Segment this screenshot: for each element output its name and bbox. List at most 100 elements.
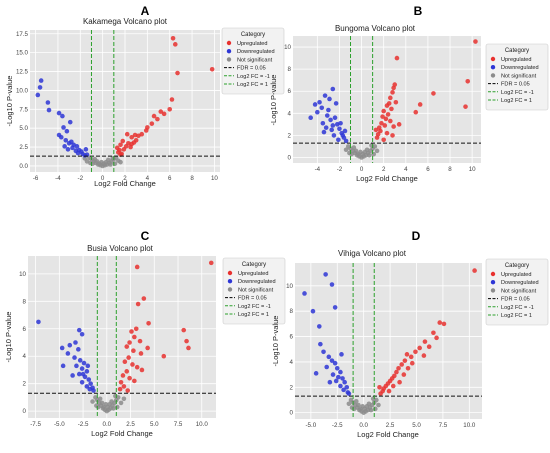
- legend-entry: Downregulated: [501, 280, 539, 286]
- data-point: [324, 113, 330, 118]
- x-tick-label: 5.0: [412, 422, 421, 429]
- data-point: [105, 157, 111, 163]
- data-point: [332, 305, 338, 310]
- data-point: [399, 362, 405, 367]
- data-point: [184, 338, 189, 344]
- data-point: [330, 123, 336, 128]
- data-point: [327, 379, 333, 385]
- data-point: [121, 147, 127, 152]
- data-point: [65, 147, 71, 152]
- data-point: [374, 148, 380, 154]
- data-point: [151, 113, 157, 119]
- data-point: [134, 364, 140, 370]
- x-tick-label: -7.5: [30, 421, 41, 428]
- data-point: [124, 369, 130, 374]
- data-point: [318, 341, 323, 347]
- chart-title: Busia Volcano plot: [87, 244, 154, 253]
- x-tick-label: -4: [315, 166, 321, 173]
- data-point: [109, 399, 114, 404]
- data-point: [125, 388, 130, 393]
- data-point: [378, 391, 383, 396]
- data-point: [85, 363, 91, 369]
- data-point: [323, 125, 329, 130]
- data-point: [409, 360, 415, 366]
- legend-entry: Log2 FC = -1: [501, 305, 534, 311]
- y-tick-label: 8: [290, 308, 294, 315]
- legend-marker: [490, 73, 496, 78]
- legend-entry: Log2 FC = 1: [501, 313, 532, 319]
- x-tick-label: 2.5: [126, 421, 135, 428]
- x-tick-label: 7.5: [174, 421, 183, 428]
- data-point: [127, 375, 132, 381]
- data-point: [186, 345, 191, 351]
- data-point: [408, 354, 414, 360]
- data-point: [330, 86, 336, 92]
- data-point: [37, 85, 43, 90]
- data-point: [341, 387, 346, 393]
- data-point: [127, 340, 132, 345]
- x-tick-label: 0: [360, 166, 364, 173]
- data-point: [83, 147, 89, 152]
- x-tick-label: 8: [448, 166, 452, 173]
- x-axis-label: Log2 Fold Change: [357, 430, 419, 439]
- data-point: [373, 127, 379, 133]
- y-tick-label: 4: [23, 353, 27, 360]
- data-point: [46, 107, 52, 113]
- data-point: [208, 260, 214, 266]
- legend-entry: Log2 FC = -1: [501, 90, 534, 96]
- data-point: [73, 340, 78, 345]
- y-tick-label: 0: [288, 154, 292, 161]
- series-downregulated: [302, 272, 352, 396]
- data-point: [329, 358, 335, 363]
- legend-entry: Downregulated: [238, 279, 276, 285]
- data-point: [129, 329, 134, 334]
- data-point: [84, 384, 90, 389]
- data-point: [124, 344, 130, 349]
- data-point: [79, 380, 85, 385]
- data-point: [302, 291, 307, 296]
- data-point: [132, 378, 137, 384]
- series-upregulated: [117, 260, 214, 393]
- plot-area: [295, 263, 482, 419]
- data-point: [133, 326, 139, 332]
- panel-d: D Vihiga Volcano plot -5.0 -2.5 0.0 2.5 5.0 7.5…: [271, 229, 549, 439]
- data-point: [64, 128, 70, 134]
- data-point: [351, 145, 357, 150]
- chart-title: Bungoma Volcano plot: [335, 24, 416, 33]
- data-point: [321, 349, 326, 355]
- data-point: [122, 359, 128, 365]
- panel-letter: A: [141, 4, 150, 18]
- legend-entry: FDR = 0.05: [238, 296, 267, 302]
- legend-title: Category: [505, 263, 529, 269]
- plot-background: [295, 263, 482, 419]
- x-tick-label: 5.0: [150, 421, 159, 428]
- x-tick-label: 0: [101, 175, 105, 182]
- data-point: [117, 386, 123, 392]
- data-point: [413, 109, 419, 115]
- data-point: [313, 371, 319, 376]
- x-tick-label: 10.0: [196, 421, 209, 428]
- legend-entry: Log2 FC = -1: [237, 74, 270, 80]
- data-point: [417, 102, 423, 107]
- legend-title: Category: [505, 48, 529, 54]
- data-point: [334, 365, 340, 371]
- data-point: [161, 353, 167, 359]
- data-point: [124, 131, 130, 137]
- data-point: [472, 268, 477, 273]
- data-point: [394, 55, 400, 61]
- legend-marker: [490, 280, 496, 285]
- data-point: [328, 117, 333, 123]
- legend-entry: Upregulated: [237, 41, 267, 47]
- data-point: [67, 342, 73, 348]
- data-point: [417, 345, 422, 351]
- data-point: [70, 373, 75, 378]
- data-point: [74, 363, 79, 369]
- legend-marker: [227, 287, 233, 292]
- plot-area: [293, 36, 481, 163]
- data-point: [132, 132, 138, 138]
- data-point: [45, 100, 51, 105]
- data-point: [74, 144, 80, 149]
- series-not-significant: [343, 143, 380, 160]
